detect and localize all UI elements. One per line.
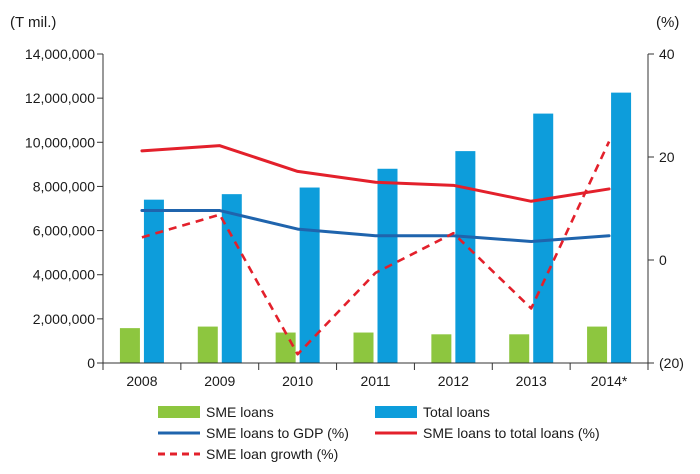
sme-loans-bar [431,334,452,363]
left-axis-tick-label: 4,000,000 [33,267,95,283]
legend-total-loans-swatch [375,406,417,418]
sme-loans-bar [119,328,140,363]
lines [140,141,611,356]
left-axis-tick-label: 12,000,000 [25,90,95,106]
right-axis-tick-label: 0 [659,252,667,268]
sme-loans-bar [197,326,218,363]
sme-loans-bar [509,334,530,363]
legend-total-loans-label: Total loans [423,404,490,420]
legend-sme-loans-to-gdp-label: SME loans to GDP (%) [206,425,349,441]
left-axis-tick-label: 0 [87,355,95,371]
sme-loans-bar [353,332,374,363]
total-loans-bar [455,151,476,363]
left-axis-tick-label: 10,000,000 [25,134,95,150]
legend-sme-loan-growth-label: SME loan growth (%) [206,446,338,462]
sme-loans-to-total-loans-line [140,144,611,203]
sme-loans-to-gdp-line [140,209,611,243]
x-axis-tick-label: 2011 [360,373,390,389]
left-axis-tick-label: 14,000,000 [25,46,95,62]
x-axis-tick-label: 2013 [516,373,547,389]
total-loans-bar [611,92,632,363]
sme-loans-bar [275,332,296,363]
left-axis-tick-label: 8,000,000 [33,178,95,194]
legend: SME loans Total loans SME loans to GDP (%)… [158,404,600,462]
left-axis-unit-label: (T mil.) [10,14,56,31]
right-axis-tick-label: 40 [659,46,675,62]
legend-sme-loans-to-total-loans-label: SME loans to total loans (%) [423,425,600,441]
total-loans-bar [299,187,320,363]
bars [119,92,632,363]
right-axis-tick-label: (20) [659,355,684,371]
right-axis-unit-label: (%) [656,14,679,31]
total-loans-bar [533,113,554,363]
sme-loan-growth-line [141,141,611,356]
left-axis-tick-label: 2,000,000 [33,311,95,327]
x-axis-tick-label: 2014* [591,373,628,389]
tick-labels: 0 2,000,000 4,000,000 6,000,000 8,000,000 10,… [25,46,684,389]
legend-sme-loans-label: SME loans [206,404,274,420]
x-axis-tick-label: 2009 [204,373,235,389]
left-axis-tick-label: 6,000,000 [33,223,95,239]
total-loans-bar [143,199,164,363]
x-axis-tick-label: 2010 [282,373,313,389]
right-axis-tick-label: 20 [659,149,675,165]
sme-loans-bar [587,326,608,363]
x-axis-tick-label: 2008 [126,373,157,389]
legend-sme-loans-swatch [158,406,200,418]
axes [97,53,654,370]
x-axis-tick-label: 2012 [438,373,469,389]
total-loans-bar [221,194,242,363]
